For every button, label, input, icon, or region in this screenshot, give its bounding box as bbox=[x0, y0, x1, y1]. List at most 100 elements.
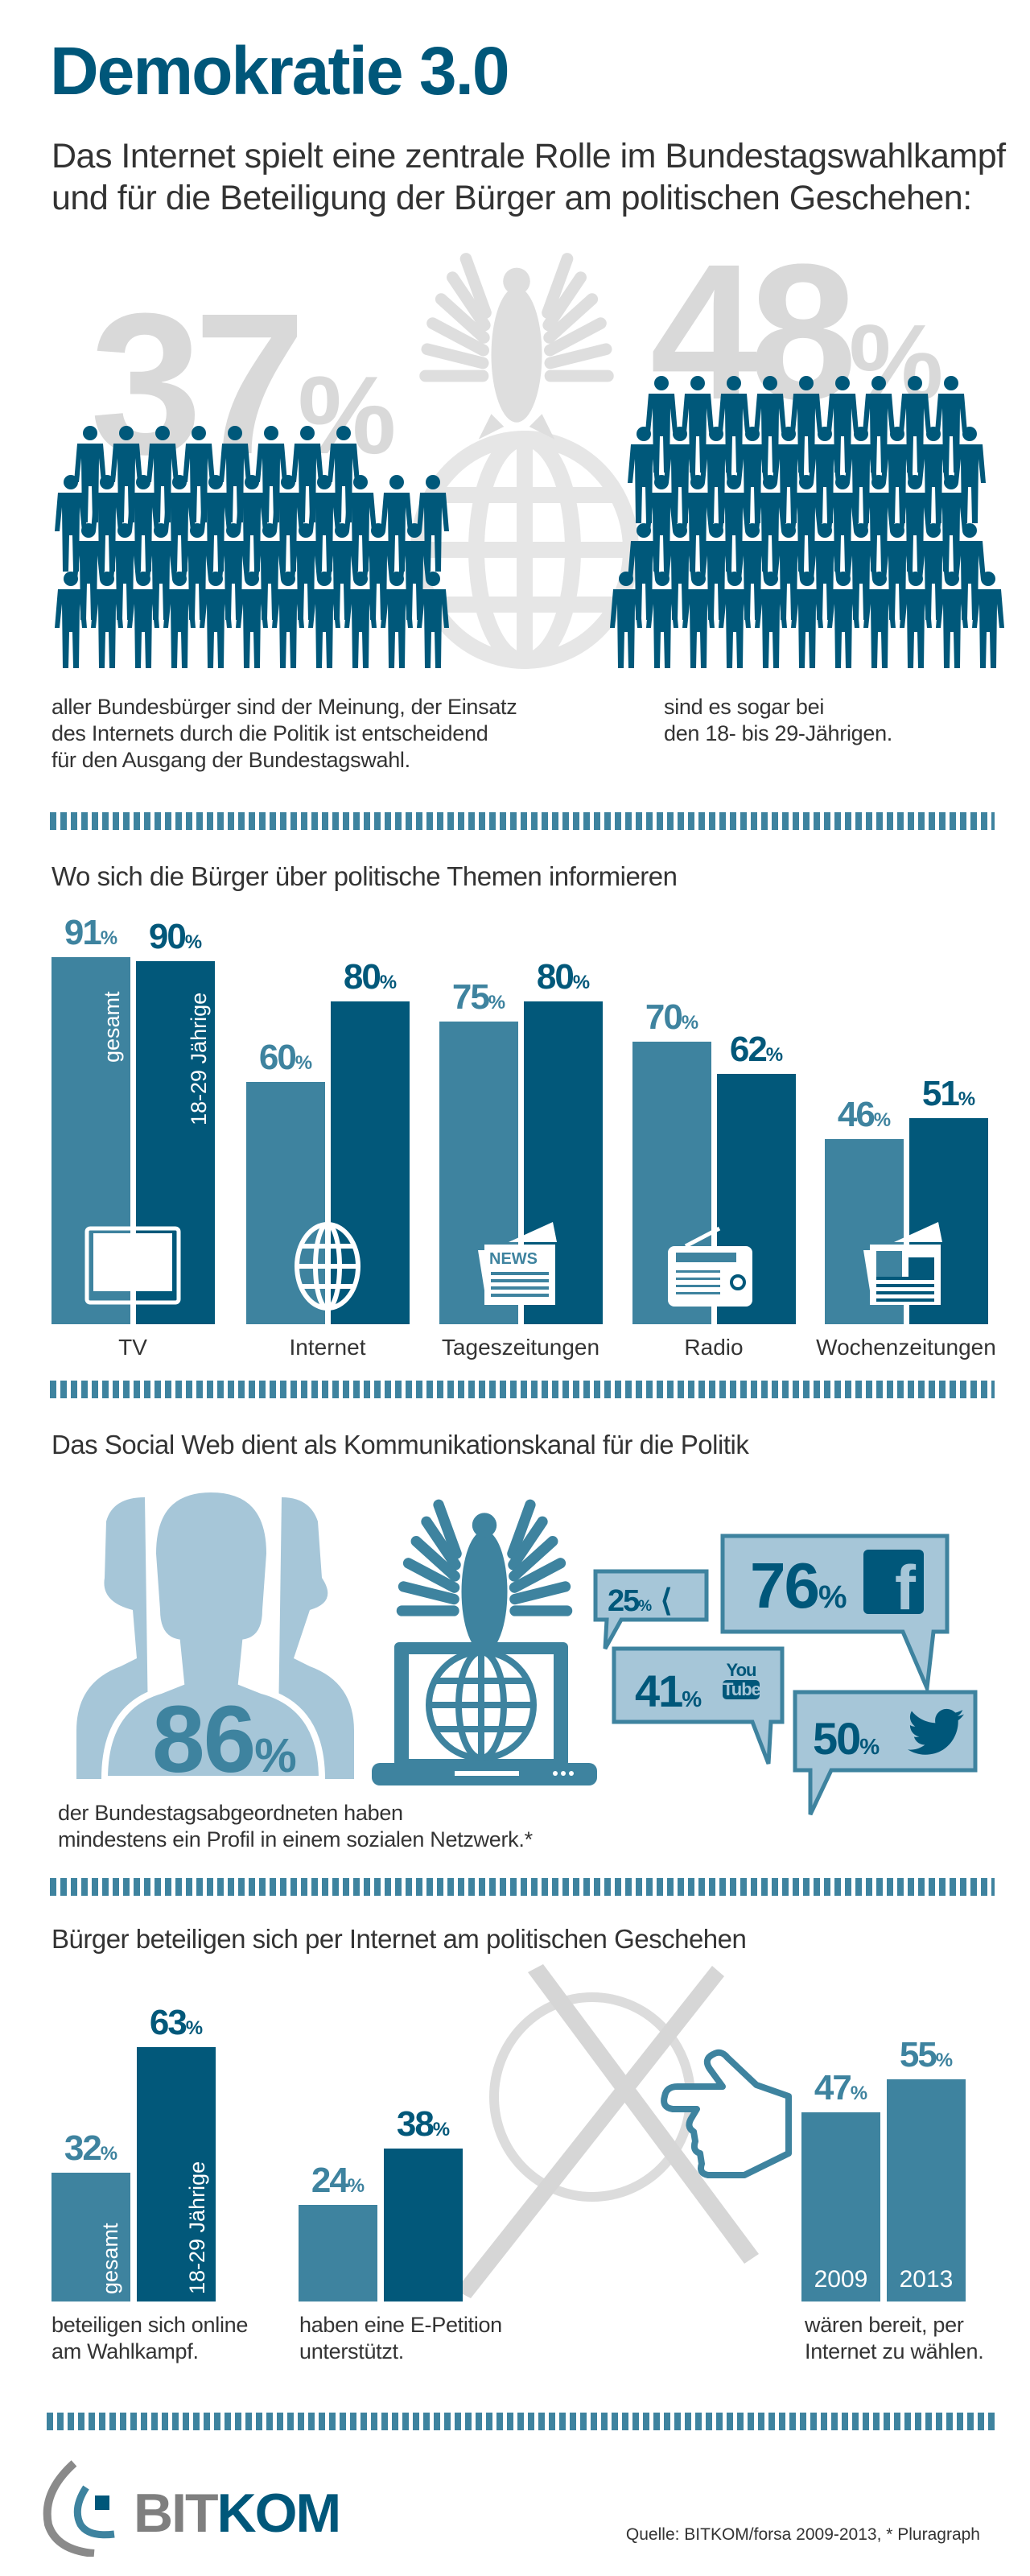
person-icon bbox=[936, 572, 968, 668]
svg-text:NEWS: NEWS bbox=[489, 1250, 538, 1268]
radio-icon bbox=[668, 1226, 752, 1307]
globe-icon bbox=[295, 1222, 360, 1311]
percent-value: 50 bbox=[813, 1713, 861, 1764]
source-note: Quelle: BITKOM/forsa 2009-2013, * Plurag… bbox=[625, 2525, 980, 2544]
percent-sign: % bbox=[682, 1686, 702, 1711]
value-label: 90% bbox=[120, 919, 231, 955]
percent-sign: % bbox=[958, 1088, 976, 1111]
person-icon bbox=[127, 572, 159, 668]
people-silhouette-icon bbox=[76, 1489, 354, 1782]
social-heading: Das Social Web dient als Kommunikationsk… bbox=[52, 1430, 749, 1459]
person-icon bbox=[200, 572, 232, 668]
bar-young bbox=[717, 1074, 796, 1324]
caption-line: aller Bundesbürger sind der Meinung, der… bbox=[52, 695, 517, 719]
value-number: 80 bbox=[536, 957, 575, 997]
value-number: 70 bbox=[645, 997, 683, 1038]
bar-young bbox=[136, 961, 215, 1324]
logo-text-kom: KOM bbox=[216, 2483, 342, 2544]
percent-sign: % bbox=[254, 1729, 297, 1782]
person-icon bbox=[91, 572, 123, 668]
person-icon bbox=[163, 572, 196, 668]
facebook-icon: f bbox=[863, 1550, 924, 1614]
xing-icon: ⟨ bbox=[660, 1584, 673, 1618]
group-caption: haben eine E-Petition unterstützt. bbox=[299, 2312, 502, 2365]
caption-line: den 18- bis 29-Jährigen. bbox=[664, 721, 892, 745]
people-group-all bbox=[55, 426, 449, 668]
person-icon bbox=[308, 572, 340, 668]
person-icon bbox=[272, 572, 304, 668]
person-icon bbox=[417, 572, 449, 668]
value-number: 91 bbox=[64, 913, 102, 953]
value-number: 51 bbox=[921, 1074, 960, 1114]
person-icon bbox=[236, 572, 268, 668]
person-icon bbox=[827, 572, 859, 668]
twitter-icon bbox=[908, 1708, 964, 1755]
ballot-circle-icon bbox=[489, 1992, 695, 2202]
person-icon bbox=[719, 572, 751, 668]
person-icon bbox=[610, 572, 642, 668]
tv-icon bbox=[84, 1226, 181, 1305]
bar-total bbox=[439, 1022, 518, 1324]
social-graphic bbox=[76, 1489, 978, 1816]
category-label: Radio bbox=[684, 1335, 744, 1360]
person-icon bbox=[972, 572, 1004, 668]
subtitle-line: Das Internet spielt eine zentrale Rolle … bbox=[52, 137, 1006, 175]
subtitle: Das Internet spielt eine zentrale Rolle … bbox=[52, 135, 1006, 219]
percent-sign: % bbox=[818, 1579, 847, 1615]
value-number: 60 bbox=[258, 1038, 297, 1078]
bar-young bbox=[331, 1001, 410, 1324]
caption-line: für den Ausgang der Bundestagswahl. bbox=[52, 748, 410, 772]
youtube-bubble bbox=[612, 1646, 785, 1765]
federal-eagle-icon bbox=[396, 1499, 573, 1669]
person-icon bbox=[55, 572, 87, 668]
person-icon bbox=[755, 572, 787, 668]
intro-caption-young: sind es sogar bei den 18- bis 29-Jährige… bbox=[664, 694, 892, 747]
xing-bubble bbox=[593, 1569, 709, 1650]
value-label: 80% bbox=[315, 960, 426, 995]
value-label: 91% bbox=[35, 915, 146, 951]
series-label-young: 18-29 Jährige bbox=[187, 992, 211, 1125]
caption-line: der Bundestagsabgeordneten haben bbox=[58, 1801, 403, 1825]
percent-sign: % bbox=[873, 1108, 892, 1131]
percent-sign: % bbox=[572, 972, 591, 994]
bitkom-logo-icon bbox=[43, 2460, 115, 2557]
series-label-total: gesamt bbox=[100, 991, 124, 1063]
value-label: 80% bbox=[508, 960, 619, 995]
person-icon bbox=[646, 572, 678, 668]
federal-eagle-icon bbox=[419, 253, 614, 440]
value-number: 62 bbox=[729, 1030, 768, 1070]
social-caption: der Bundestagsabgeordneten haben mindest… bbox=[58, 1800, 533, 1853]
percent-sign: % bbox=[488, 992, 506, 1014]
percent-value: 86 bbox=[152, 1686, 256, 1793]
section-divider bbox=[50, 1381, 995, 1398]
person-icon bbox=[863, 572, 896, 668]
caption-line: Internet zu wählen. bbox=[805, 2339, 984, 2363]
group-caption: beteiligen sich online am Wahlkampf. bbox=[52, 2312, 248, 2365]
percent-sign: % bbox=[100, 927, 118, 950]
logo-text-bit: BIT bbox=[134, 2483, 219, 2544]
ballot-cross-graphic bbox=[455, 1964, 792, 2298]
bar-total bbox=[825, 1138, 904, 1324]
bar-total bbox=[246, 1082, 325, 1324]
caption-line: unterstützt. bbox=[299, 2339, 404, 2363]
category-label: Tageszeitungen bbox=[441, 1335, 600, 1360]
xing-stat: 25% ⟨ bbox=[608, 1583, 672, 1619]
youtube-icon: You Tube bbox=[723, 1661, 761, 1699]
percent-sign: % bbox=[681, 1012, 699, 1034]
caption-line: am Wahlkampf. bbox=[52, 2339, 199, 2363]
subtitle-line: und für die Beteiligung der Bürger am po… bbox=[52, 179, 972, 217]
laptop-icon bbox=[372, 1642, 597, 1785]
category-label: Wochenzeitungen bbox=[816, 1335, 996, 1360]
value-label: 60% bbox=[230, 1040, 341, 1075]
profile-percent: 86% bbox=[152, 1692, 297, 1787]
page-title: Demokratie 3.0 bbox=[50, 33, 510, 109]
value-number: 80 bbox=[343, 957, 381, 997]
value-number: 46 bbox=[837, 1094, 876, 1134]
globe-icon bbox=[410, 431, 639, 669]
person-icon bbox=[900, 572, 932, 668]
percent-sign: % bbox=[379, 972, 398, 994]
value-label: 70% bbox=[616, 1000, 727, 1035]
value-label: 51% bbox=[893, 1076, 1004, 1112]
percent-sign: % bbox=[638, 1598, 653, 1615]
percent-sign: % bbox=[184, 931, 203, 954]
